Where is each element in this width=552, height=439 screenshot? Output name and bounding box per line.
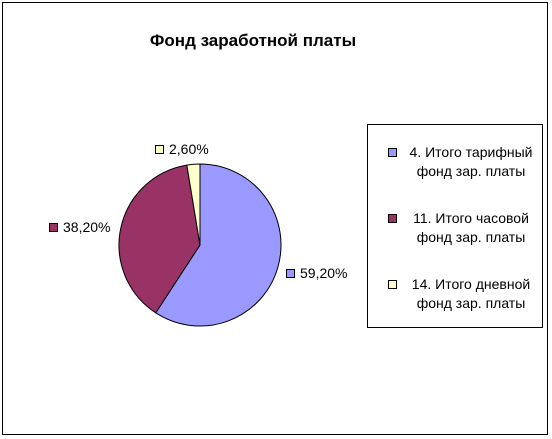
data-label-daily: 2,60% — [155, 141, 209, 157]
data-label-tariff: 59,20% — [286, 265, 347, 281]
pie-slice-hourly — [118, 164, 201, 314]
legend-swatch-hourly — [388, 214, 397, 223]
legend-label-line2: фонд зар. платы — [416, 295, 526, 311]
data-label-hourly: 38,20% — [49, 219, 110, 235]
data-label-swatch-tariff — [286, 268, 295, 278]
legend-item-hourly: 11. Итого часовой фонд зар. платы — [388, 209, 538, 247]
data-label-swatch-daily — [155, 144, 164, 154]
legend-swatch-tariff — [388, 148, 397, 157]
legend-label-hourly: 11. Итого часовой фонд зар. платы — [388, 209, 538, 247]
data-label-text: 38,20% — [63, 219, 111, 235]
legend-label-tariff: 4. Итого тарифный фонд зар. платы — [388, 143, 538, 181]
data-label-text: 59,20% — [300, 265, 348, 281]
data-label-text: 2,60% — [169, 141, 209, 157]
pie-slice-tariff — [155, 163, 282, 327]
legend-label-line1: 4. Итого тарифный — [409, 144, 533, 160]
pie-chart — [118, 163, 282, 327]
data-label-swatch-hourly — [49, 222, 58, 232]
legend-label-line1: 11. Итого часовой — [413, 210, 529, 226]
legend-label-line2: фонд зар. платы — [416, 163, 526, 179]
legend-swatch-daily — [388, 280, 397, 289]
chart-area: Фонд заработной платы 59,20% 38,20% 2,60… — [2, 2, 548, 435]
legend-item-daily: 14. Итого дневной фонд зар. платы — [388, 275, 538, 313]
chart-title: Фонд заработной платы — [149, 31, 357, 50]
legend-label-daily: 14. Итого дневной фонд зар. платы — [388, 275, 538, 313]
pie-slice-daily — [186, 163, 201, 246]
legend-label-line1: 14. Итого дневной — [411, 276, 531, 292]
legend-item-tariff: 4. Итого тарифный фонд зар. платы — [388, 143, 538, 181]
legend: 4. Итого тарифный фонд зар. платы 11. Ит… — [367, 124, 543, 328]
legend-label-line2: фонд зар. платы — [416, 229, 526, 245]
